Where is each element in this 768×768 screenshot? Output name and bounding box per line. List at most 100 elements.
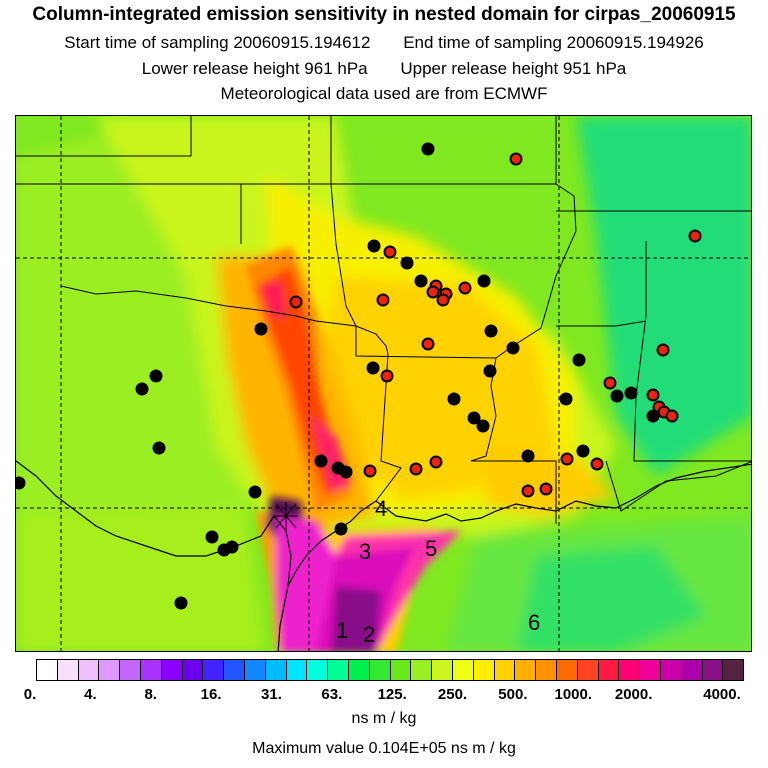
colorbar-cell	[452, 660, 474, 680]
station-dot	[624, 386, 638, 400]
station-dot-red	[383, 245, 397, 259]
colorbar-tick-label: 4000.	[703, 686, 741, 703]
end-time: End time of sampling 20060915.194926	[403, 33, 704, 52]
colorbar-cell	[536, 660, 557, 680]
colorbar-cell	[640, 660, 661, 680]
colorbar-tick-labels: 0. 4. 8. 16. 31. 63. 125. 250. 500. 1000. 2000. 400…	[0, 686, 768, 706]
station-dot-red	[509, 152, 523, 166]
region-label-3: 3	[359, 539, 371, 564]
station-dot-red	[665, 409, 679, 423]
colorbar-cell	[265, 660, 287, 680]
station-dot	[572, 353, 586, 367]
colorbar-cell	[411, 660, 433, 680]
black-station-markers	[16, 142, 660, 610]
sensitivity-map: 1 2 3 4 5 6	[15, 115, 752, 652]
station-dot-red	[436, 293, 450, 307]
region-label-6: 6	[528, 610, 540, 635]
station-dot	[174, 596, 188, 610]
station-dot	[248, 485, 262, 499]
station-dot	[339, 465, 353, 479]
station-dot	[506, 341, 520, 355]
political-boundaries	[16, 116, 751, 524]
station-dot-red	[539, 482, 553, 496]
station-dot-red	[458, 281, 472, 295]
station-dot-red	[590, 457, 604, 471]
colorbar-cell	[328, 660, 349, 680]
colorbar-cell	[99, 660, 121, 680]
station-dot	[484, 324, 498, 338]
release-point-marker	[274, 502, 298, 530]
colorbar-tick-label: 500.	[498, 686, 528, 703]
colorbar-tick-label: 0.	[23, 686, 37, 703]
station-dot	[447, 392, 461, 406]
station-dot	[334, 522, 348, 536]
station-dot	[477, 274, 491, 288]
colorbar-cell	[390, 660, 412, 680]
colorbar-cell	[723, 660, 744, 680]
station-dot-red	[688, 229, 702, 243]
colorbar-cell	[494, 660, 516, 680]
station-dot	[521, 449, 535, 463]
region-label-4: 4	[375, 496, 387, 521]
colorbar-tick-label: 4.	[84, 686, 97, 703]
station-dot	[483, 364, 497, 378]
colorbar-cell	[120, 660, 141, 680]
maximum-value: Maximum value 0.104E+05 ns m / kg	[252, 740, 516, 757]
station-dot	[576, 444, 590, 458]
colorbar-tick-label: 250.	[437, 686, 468, 703]
red-station-markers	[289, 152, 702, 498]
colorbar-cell	[660, 660, 682, 680]
colorbar-cell	[619, 660, 641, 680]
colorbar-tick-label: 63.	[321, 686, 343, 703]
colorbar-tick-label: 1000.	[554, 686, 593, 703]
station-dot	[414, 274, 428, 288]
colorbar-cell	[37, 660, 58, 680]
station-dot	[421, 142, 435, 156]
station-dot	[610, 389, 624, 403]
colorbar-tick-label: 16.	[200, 686, 222, 703]
station-dot-red	[656, 343, 670, 357]
station-dot-red	[376, 293, 390, 307]
release-height-line: Lower release height 961 hPa Upper relea…	[0, 59, 768, 79]
station-dot-red	[603, 376, 617, 390]
station-dot	[559, 392, 573, 406]
colorbar-cell	[307, 660, 329, 680]
lower-release-height: Lower release height 961 hPa	[141, 59, 368, 78]
colorbar-cell	[369, 660, 391, 680]
colorbar-cell	[224, 660, 245, 680]
colorbar-cell	[203, 660, 225, 680]
colorbar-tick-label: 125.	[377, 686, 407, 703]
station-dot-red	[421, 337, 435, 351]
colorbar-cell	[702, 660, 724, 680]
colorbar-cell	[515, 660, 537, 680]
station-dot-red	[646, 388, 660, 402]
colorbar-cell	[681, 660, 703, 680]
colorbar-tick-label: 8.	[144, 686, 157, 703]
station-dot	[400, 256, 414, 270]
station-dot	[152, 441, 166, 455]
colorbar-cell	[57, 660, 79, 680]
station-dot-red	[363, 464, 377, 478]
lat-lon-grid	[16, 116, 751, 651]
colorbar-cell	[140, 660, 162, 680]
station-dot	[149, 369, 163, 383]
station-dot	[135, 382, 149, 396]
colorbar-tick-label: 2000.	[614, 686, 653, 703]
station-dot-red	[289, 295, 303, 309]
coastline	[16, 460, 751, 651]
colorbar-units: ns m / kg	[351, 710, 417, 727]
station-dot	[205, 530, 219, 544]
colorbar-cell	[577, 660, 599, 680]
station-dot	[366, 361, 380, 375]
colorbar-cell	[473, 660, 495, 680]
station-dot	[254, 322, 268, 336]
colorbar-cell	[432, 660, 453, 680]
colorbar-cell	[78, 660, 100, 680]
met-data-line: Meteorological data used are from ECMWF	[220, 84, 548, 103]
region-label-1: 1	[336, 618, 348, 643]
station-dot	[314, 454, 328, 468]
station-dot-red	[426, 285, 440, 299]
sampling-time-line: Start time of sampling 20060915.194612 E…	[0, 33, 768, 53]
station-dot	[476, 419, 490, 433]
station-dot	[16, 476, 26, 490]
